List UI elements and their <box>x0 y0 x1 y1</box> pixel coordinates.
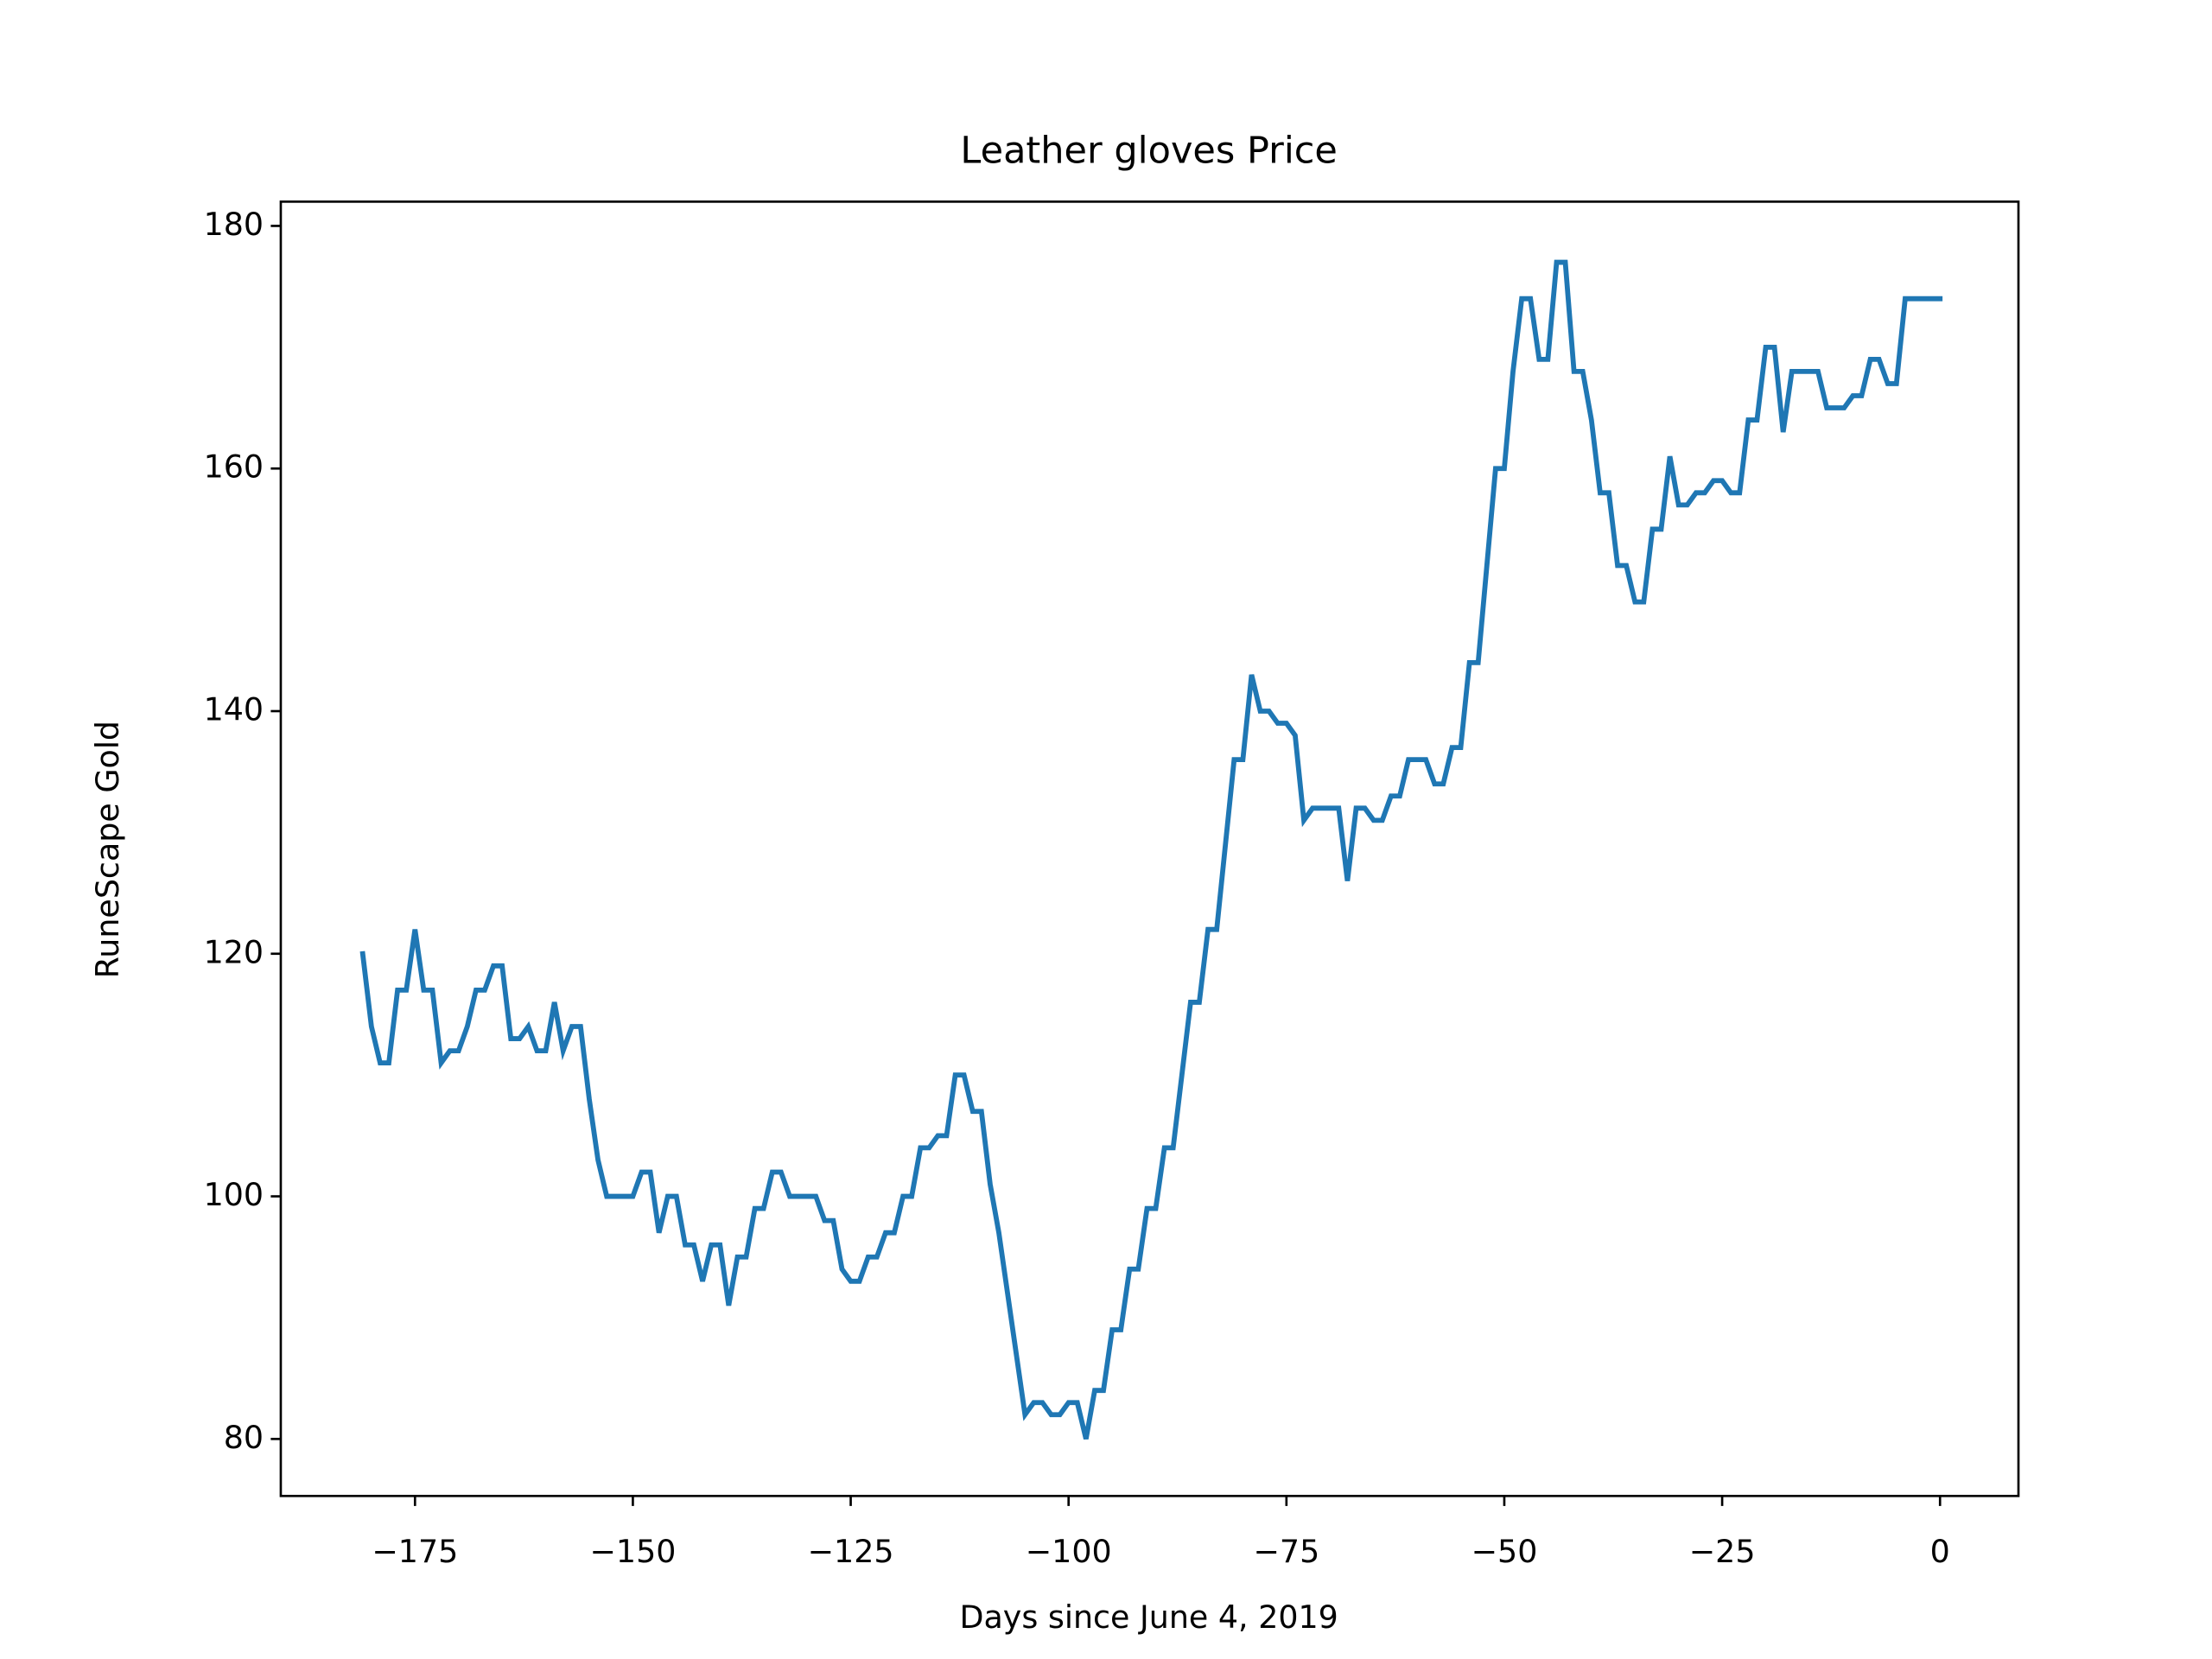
x-tick-label: −150 <box>589 1533 676 1570</box>
line-series <box>359 259 1943 1440</box>
x-tick-label: −175 <box>372 1533 458 1570</box>
x-tick-label: −75 <box>1253 1533 1319 1570</box>
x-axis-label: Days since June 4, 2019 <box>959 1599 1338 1636</box>
y-tick-label: 140 <box>204 691 264 728</box>
x-tick-label: −100 <box>1026 1533 1112 1570</box>
chart-title: Leather gloves Price <box>960 130 1338 173</box>
x-tick-label: −50 <box>1471 1533 1538 1570</box>
y-tick-label: 120 <box>204 933 264 970</box>
x-tick-label: −25 <box>1689 1533 1756 1570</box>
y-tick-label: 80 <box>224 1419 264 1456</box>
y-tick-label: 180 <box>204 206 264 243</box>
y-tick-label: 160 <box>204 448 264 486</box>
y-axis-label: RuneScape Gold <box>89 721 126 978</box>
y-tick-label: 100 <box>204 1176 264 1213</box>
x-tick-label: 0 <box>1930 1533 1950 1570</box>
plot-frame <box>279 200 2020 1497</box>
x-tick-label: −125 <box>808 1533 894 1570</box>
